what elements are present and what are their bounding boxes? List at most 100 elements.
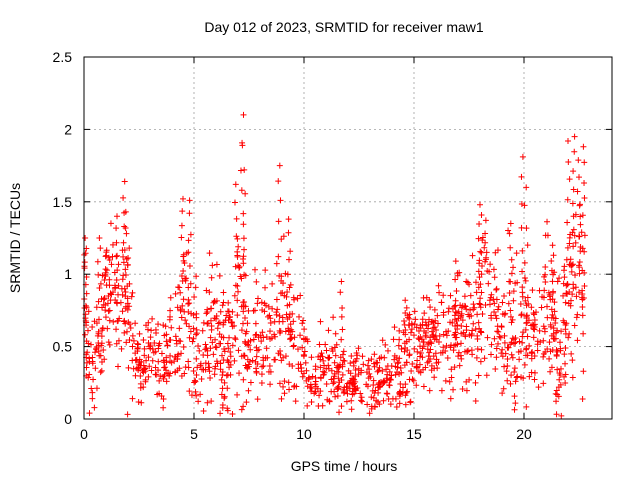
data-point xyxy=(542,263,549,270)
data-point xyxy=(284,289,291,296)
data-point xyxy=(282,353,289,360)
data-point xyxy=(250,307,257,314)
data-point xyxy=(476,220,483,227)
data-point xyxy=(225,345,232,352)
data-point xyxy=(287,321,294,328)
data-point xyxy=(332,330,339,337)
data-point xyxy=(212,336,219,343)
data-point xyxy=(519,333,526,340)
data-point xyxy=(122,305,129,312)
data-point xyxy=(475,372,482,379)
data-point xyxy=(218,333,225,340)
data-point xyxy=(476,257,483,264)
data-point xyxy=(562,380,569,387)
data-point xyxy=(556,376,563,383)
data-point xyxy=(510,264,517,271)
data-point xyxy=(287,281,294,288)
data-point xyxy=(280,280,287,287)
data-point xyxy=(308,398,315,405)
data-point xyxy=(556,275,563,282)
data-point xyxy=(241,353,248,360)
data-point xyxy=(351,383,358,390)
data-point xyxy=(364,383,371,390)
data-point xyxy=(576,289,583,296)
data-point xyxy=(352,386,359,393)
data-point xyxy=(240,210,247,217)
data-point xyxy=(449,319,456,326)
data-point xyxy=(517,301,524,308)
data-point xyxy=(286,284,293,291)
data-point xyxy=(445,308,452,315)
data-point xyxy=(380,378,387,385)
data-point xyxy=(260,357,267,364)
data-point xyxy=(446,378,453,385)
data-point xyxy=(229,410,236,417)
data-point xyxy=(120,272,127,279)
data-point xyxy=(123,339,130,346)
data-point xyxy=(258,338,265,345)
data-point xyxy=(553,398,560,405)
data-point xyxy=(493,285,500,292)
data-point xyxy=(365,357,372,364)
data-point xyxy=(575,157,582,164)
data-point xyxy=(96,235,103,241)
data-point xyxy=(86,371,93,378)
data-point xyxy=(187,328,194,335)
data-point xyxy=(176,365,183,372)
data-point xyxy=(510,297,517,304)
data-point xyxy=(577,243,584,250)
data-point xyxy=(343,398,350,405)
data-point xyxy=(410,377,417,384)
data-point xyxy=(259,363,266,370)
data-point xyxy=(501,332,508,339)
data-point xyxy=(263,333,270,340)
data-point xyxy=(529,287,536,294)
data-point xyxy=(97,245,104,252)
data-point xyxy=(254,347,261,354)
data-point xyxy=(86,358,93,365)
data-point xyxy=(395,342,402,349)
data-point xyxy=(94,258,101,265)
data-point xyxy=(522,297,529,304)
data-point xyxy=(277,290,284,297)
data-point xyxy=(175,284,182,291)
data-point xyxy=(513,374,520,381)
data-point xyxy=(252,320,259,327)
data-point xyxy=(568,268,575,275)
data-point xyxy=(113,326,120,333)
data-point xyxy=(482,239,489,246)
data-point xyxy=(553,353,560,360)
data-point xyxy=(406,351,413,358)
data-point xyxy=(520,375,527,382)
data-point xyxy=(428,367,435,374)
data-point xyxy=(564,219,571,226)
data-point xyxy=(542,279,549,286)
data-point xyxy=(155,321,162,328)
data-point xyxy=(172,354,179,361)
data-point xyxy=(216,340,223,347)
data-point xyxy=(499,390,506,397)
data-point xyxy=(180,253,187,260)
data-point xyxy=(561,274,568,281)
data-point xyxy=(490,266,497,273)
data-point xyxy=(175,351,182,358)
data-point xyxy=(518,173,525,180)
data-point xyxy=(114,213,120,220)
data-point xyxy=(565,137,571,144)
data-point xyxy=(339,361,346,368)
data-point xyxy=(431,374,438,381)
data-point xyxy=(395,359,402,366)
data-point xyxy=(311,390,318,397)
data-point xyxy=(528,355,535,362)
data-point xyxy=(412,316,419,323)
data-point xyxy=(99,272,106,279)
data-point xyxy=(360,361,367,368)
data-point xyxy=(561,267,568,274)
data-point xyxy=(474,336,481,342)
data-point xyxy=(435,282,442,289)
data-point xyxy=(548,257,555,264)
data-point xyxy=(252,332,259,339)
data-point xyxy=(299,344,306,351)
data-point xyxy=(576,174,582,181)
